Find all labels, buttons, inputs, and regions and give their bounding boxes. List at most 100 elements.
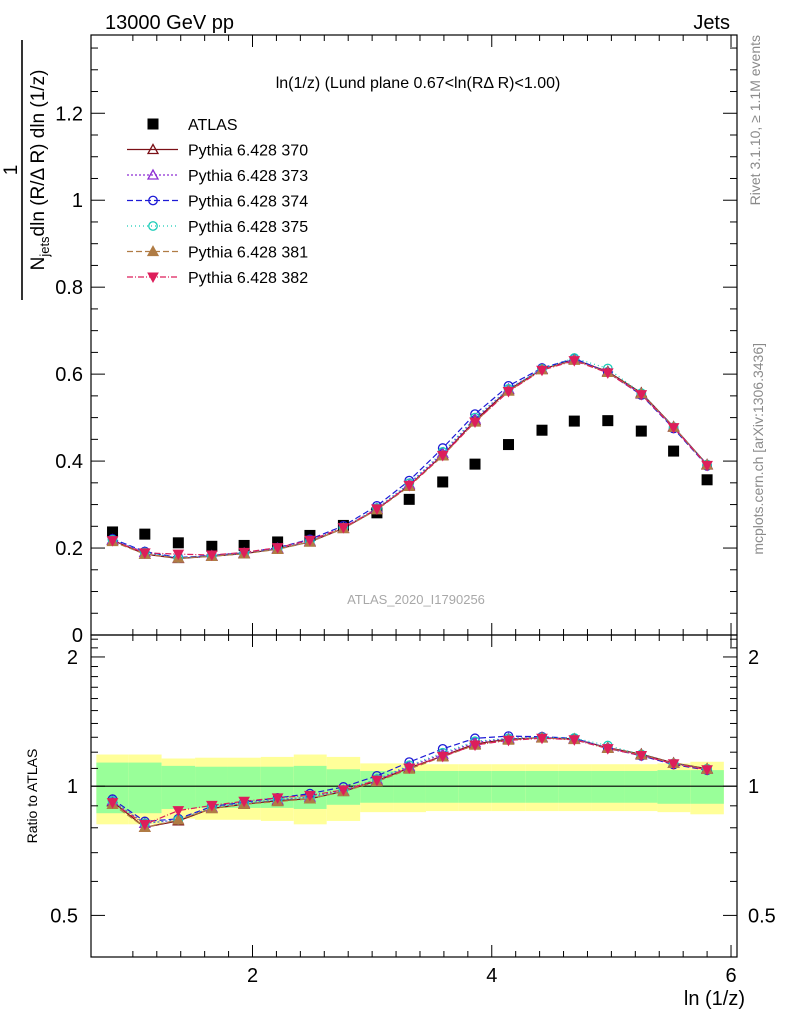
- atlas-point: [602, 415, 614, 427]
- legend-marker: [148, 195, 158, 206]
- ratio-y-tick-label-right: 2: [748, 647, 759, 669]
- main-series-lines: [112, 357, 708, 560]
- series-point-5: [205, 550, 218, 562]
- atlas-point: [469, 458, 481, 470]
- ratio-point-5: [238, 796, 250, 808]
- legend-label: Pythia 6.428 370: [188, 143, 308, 160]
- ratio-y-tick-label-right: 0.5: [748, 905, 776, 927]
- ratio-point-5: [371, 775, 383, 787]
- rivet-label: Rivet 3.1.10, ≥ 1.1M events: [747, 35, 763, 205]
- ratio-point-5: [172, 806, 185, 817]
- ylabel-numerator: 1: [1, 165, 22, 176]
- ratio-point-5: [403, 763, 416, 775]
- plot-title: ln(1/z) (Lund plane 0.67<ln(RΔ R)<1.00): [276, 75, 561, 92]
- ylabel-denominator: Njetsdln (R/Δ R) dln (1/z): [28, 70, 52, 271]
- x-tick-label: 4: [486, 965, 497, 987]
- atlas-point: [701, 474, 713, 486]
- atlas-point: [403, 493, 415, 505]
- legend-entry: Pythia 6.428 374: [127, 194, 308, 211]
- series-point-5: [502, 387, 515, 398]
- series-point-5: [667, 423, 680, 434]
- ratio-point-5: [205, 800, 218, 812]
- main-y-tick-label: 0.2: [55, 538, 83, 560]
- main-y-tick-label: 0.8: [55, 277, 83, 299]
- legend-label: ATLAS: [188, 117, 238, 134]
- ratio-point-5: [469, 740, 481, 752]
- series-point-5: [371, 504, 383, 515]
- legend-marker: [146, 143, 160, 155]
- series-point-5: [635, 390, 648, 401]
- series-point-5: [403, 480, 416, 492]
- series-point-5: [138, 548, 151, 559]
- legend-marker: [147, 118, 159, 130]
- x-tick-label: 2: [247, 965, 258, 987]
- ratio-point-5: [106, 798, 119, 809]
- band-green: [128, 762, 162, 814]
- tick-labels: 2 4 6 0.2 0.4 0.6 0.8 1 1.2 0 0.5 0.5 1 1 2 2: [50, 103, 776, 987]
- ratio-point-5: [138, 819, 151, 831]
- legend-label: Pythia 6.428 375: [188, 219, 308, 236]
- legend-label: Pythia 6.428 382: [188, 270, 308, 287]
- ratio-y-axis-label: Ratio to ATLAS: [24, 749, 40, 844]
- series-point-5: [601, 368, 614, 379]
- series-point-5: [271, 543, 284, 554]
- atlas-point: [536, 424, 548, 436]
- mcplots-label: mcplots.cern.ch [arXiv:1306.3436]: [750, 343, 766, 555]
- ratio-series-markers: [106, 731, 714, 833]
- series-point-5: [106, 536, 119, 547]
- legend-entry: Pythia 6.428 373: [127, 168, 308, 185]
- series-point-5: [701, 460, 713, 472]
- ratio-y-tick-label-left: 0.5: [50, 905, 78, 927]
- main-y-tick-label-zero: 0: [72, 625, 83, 647]
- ratio-point-5: [436, 751, 449, 763]
- series-point-5: [238, 547, 250, 559]
- legend-marker: [148, 221, 158, 231]
- legend-marker: [147, 272, 159, 284]
- atlas-point: [107, 526, 119, 538]
- legend-entry: Pythia 6.428 382: [127, 270, 308, 287]
- ratio-point-5: [635, 750, 648, 762]
- band-green: [657, 770, 691, 804]
- main-y-axis-label: 1 Njetsdln (R/Δ R) dln (1/z): [1, 40, 52, 300]
- series-line-3: [112, 357, 708, 559]
- atlas-point: [437, 476, 449, 488]
- ratio-point-5: [271, 793, 284, 804]
- legend-entry: Pythia 6.428 381: [127, 245, 308, 262]
- series-line-0: [112, 358, 708, 560]
- legend-entry: Pythia 6.428 370: [127, 143, 308, 160]
- series-point-5: [436, 450, 449, 462]
- x-tick-label: 6: [725, 965, 736, 987]
- legend-marker: [146, 245, 160, 257]
- ratio-point-5: [701, 765, 713, 776]
- main-y-tick-label: 1: [72, 190, 83, 212]
- series-point-5: [172, 549, 185, 561]
- series-line-5: [112, 360, 708, 556]
- legend-label: Pythia 6.428 381: [188, 245, 308, 262]
- band-green: [491, 770, 526, 803]
- main-series-markers: [106, 353, 714, 564]
- band-green: [624, 770, 658, 803]
- legend-label: Pythia 6.428 373: [188, 168, 308, 185]
- ratio-point-5: [601, 744, 614, 755]
- ratio-point-5: [536, 733, 548, 745]
- atlas-point: [635, 425, 647, 437]
- legend: ATLAS Pythia 6.428 370 Pythia 6.428 373 Pyt…: [127, 117, 308, 287]
- atlas-point: [568, 415, 580, 427]
- ratio-y-tick-label-left: 2: [67, 647, 78, 669]
- band-green: [161, 765, 196, 809]
- x-axis-label: ln (1/z): [684, 988, 745, 1010]
- axis-ticks: [91, 35, 737, 957]
- series-line-1: [112, 358, 708, 559]
- band-green: [558, 770, 592, 803]
- series-point-5: [536, 365, 548, 377]
- ratio-point-5: [502, 735, 515, 747]
- legend-entry: Pythia 6.428 375: [127, 219, 308, 236]
- band-green: [525, 770, 559, 803]
- ratio-point-4: [172, 813, 185, 825]
- ratio-point-5: [568, 735, 581, 746]
- ratio-point-5: [304, 790, 316, 802]
- atlas-point: [139, 528, 151, 540]
- atlas-point: [206, 540, 218, 552]
- series-point-5: [337, 523, 350, 534]
